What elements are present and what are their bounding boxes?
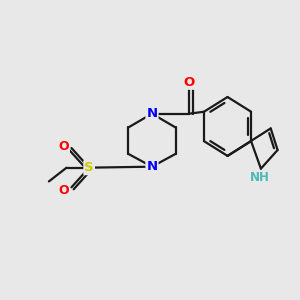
Text: O: O	[184, 76, 195, 89]
Text: NH: NH	[250, 171, 270, 184]
Text: N: N	[146, 107, 158, 120]
Text: O: O	[58, 184, 69, 197]
Text: S: S	[84, 161, 94, 174]
Text: O: O	[58, 140, 69, 153]
Text: N: N	[146, 160, 158, 173]
